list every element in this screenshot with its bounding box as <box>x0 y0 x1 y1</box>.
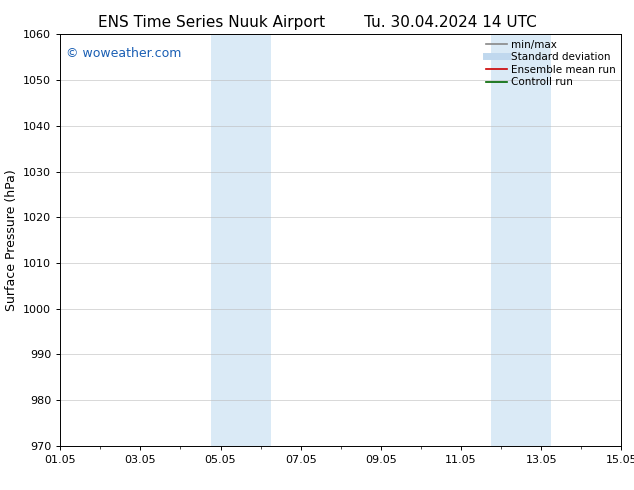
Bar <box>491 34 551 446</box>
Y-axis label: Surface Pressure (hPa): Surface Pressure (hPa) <box>4 169 18 311</box>
Text: © woweather.com: © woweather.com <box>66 47 181 60</box>
Text: ENS Time Series Nuuk Airport        Tu. 30.04.2024 14 UTC: ENS Time Series Nuuk Airport Tu. 30.04.2… <box>98 15 536 30</box>
Legend: min/max, Standard deviation, Ensemble mean run, Controll run: min/max, Standard deviation, Ensemble me… <box>484 37 618 89</box>
Bar <box>210 34 271 446</box>
